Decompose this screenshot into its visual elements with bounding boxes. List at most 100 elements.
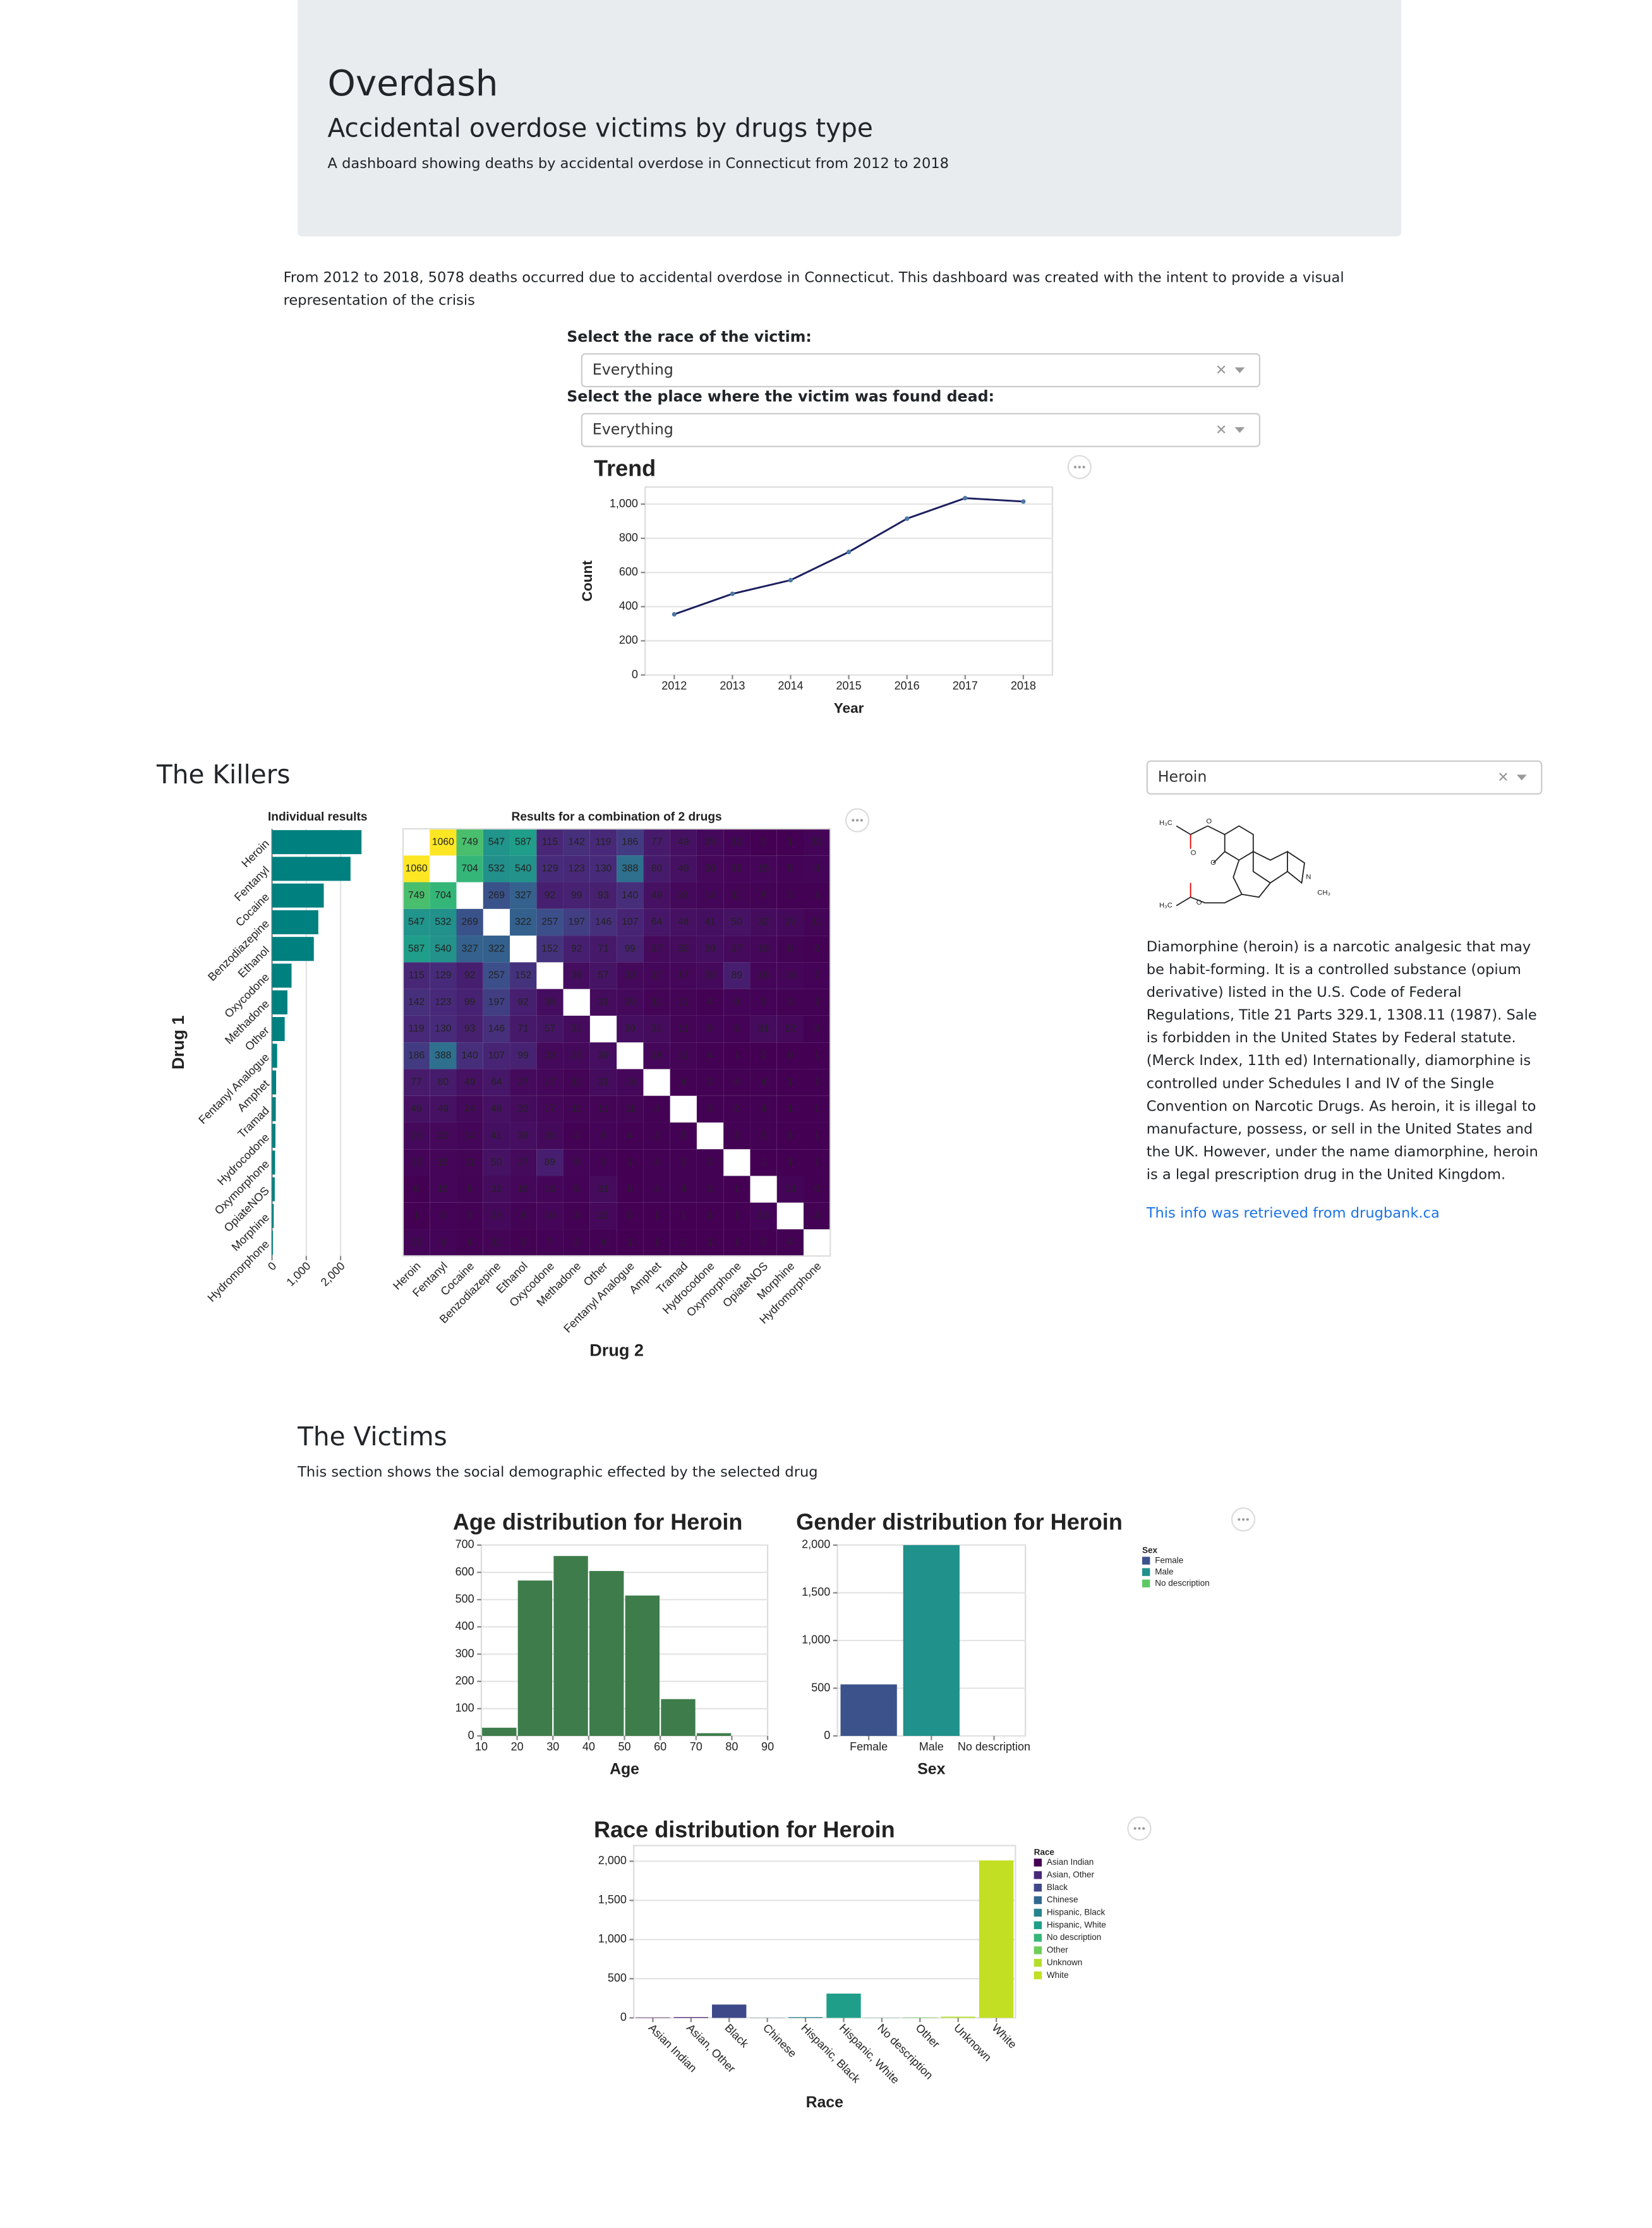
heat-cell — [750, 1042, 777, 1069]
cell-label: 0 — [627, 1184, 633, 1195]
legend-swatch — [1034, 1871, 1042, 1879]
y-tick-label: 100 — [455, 1702, 474, 1714]
cell-label: 197 — [569, 917, 585, 927]
cell-label: 71 — [598, 943, 609, 954]
y-tick-label: 0 — [632, 668, 638, 680]
heat-cell — [643, 829, 670, 856]
heat-cell — [750, 1149, 777, 1176]
cell-label: 130 — [595, 864, 612, 874]
cell-label: 3 — [680, 1130, 686, 1141]
cell-label: 41 — [704, 917, 716, 927]
bar — [903, 1545, 960, 1737]
x-tick-label: 2017 — [953, 679, 978, 692]
heat-cell — [670, 1149, 697, 1176]
trend-point — [1021, 499, 1026, 504]
cell-label: 0 — [761, 1237, 766, 1248]
heat-cell — [643, 1229, 670, 1256]
page-subtitle: Accidental overdose victims by drugs typ… — [327, 114, 873, 144]
heat-cell — [670, 1202, 697, 1230]
heat-cell — [430, 1122, 457, 1150]
cell-label: 540 — [515, 864, 532, 874]
cell-label: 15 — [438, 1184, 449, 1195]
cell-label: 322 — [488, 943, 505, 954]
chart-title: Gender distribution for Heroin — [796, 1509, 1123, 1535]
heat-cell — [589, 1095, 617, 1123]
cell-label: 257 — [541, 917, 558, 927]
action-button[interactable] — [1067, 455, 1092, 479]
heat-cell — [563, 1229, 590, 1256]
cell-label: 1 — [814, 1077, 820, 1088]
heat-cell — [723, 1095, 751, 1123]
heat-cell — [803, 1015, 831, 1043]
heat-cell — [617, 1202, 644, 1230]
cell-label: 1 — [814, 1104, 820, 1114]
x-tick-label: Female — [850, 1740, 888, 1753]
action-button[interactable] — [1127, 1816, 1152, 1841]
cell-label: 1 — [680, 1237, 686, 1248]
page-description: A dashboard showing deaths by accidental… — [327, 156, 950, 172]
heat-cell — [670, 1176, 697, 1203]
heat-cell — [430, 1229, 457, 1256]
heat-cell — [617, 1015, 644, 1043]
action-button[interactable] — [1231, 1507, 1256, 1532]
cell-label: 0 — [761, 836, 766, 847]
bar — [788, 2017, 823, 2018]
x-axis-title: Age — [610, 1761, 639, 1778]
cell-label: 4 — [814, 1210, 820, 1221]
cell-label: 587 — [408, 943, 425, 954]
bar — [272, 1070, 277, 1095]
cell-label: 2 — [814, 997, 820, 1008]
y-tick-label: Heroin — [239, 837, 272, 870]
cell-label: 32 — [491, 1184, 502, 1195]
cell-label: 20 — [438, 1130, 449, 1141]
heat-cell — [483, 1229, 510, 1256]
heat-cell — [750, 882, 777, 909]
drugbank-link[interactable]: This info was retrieved from drugbank.ca — [1146, 1206, 1440, 1222]
cell-label: 123 — [435, 997, 452, 1008]
heat-cell — [643, 936, 670, 963]
x-tick-label: 10 — [475, 1740, 488, 1753]
heat-cell — [696, 882, 724, 909]
section-description: This section shows the social demographi… — [298, 1465, 818, 1481]
heat-cell — [670, 1122, 697, 1150]
cell-label: 0 — [814, 1184, 820, 1195]
heat-cell — [536, 882, 564, 909]
y-tick-label: 1,500 — [598, 1893, 627, 1906]
trend-point — [730, 591, 735, 596]
cell-label: 1 — [654, 1210, 660, 1221]
x-tick-label: 2012 — [661, 679, 687, 692]
action-button[interactable] — [845, 808, 870, 833]
cell-label: 27 — [517, 1157, 529, 1168]
drug-dropdown[interactable]: Heroin — [1146, 760, 1543, 795]
heat-cell — [776, 1069, 804, 1096]
place-dropdown[interactable]: Everything — [581, 412, 1261, 447]
cell-label: 25 — [624, 997, 636, 1008]
bar — [272, 1203, 274, 1228]
cell-label: 4 — [680, 1184, 686, 1195]
heat-cell — [456, 1229, 483, 1256]
heat-cell — [456, 855, 483, 882]
heat-cell — [563, 1122, 590, 1150]
page-title: Overdash — [327, 63, 498, 104]
heat-cell — [430, 908, 457, 936]
heat-cell — [510, 908, 537, 936]
cell-label: 23 — [624, 970, 636, 981]
heat-cell — [696, 936, 724, 963]
cell-label: 49 — [678, 864, 689, 874]
heat-cell — [696, 1149, 724, 1176]
cell-label: 25 — [704, 970, 716, 981]
y-tick-label: 600 — [619, 565, 638, 578]
heat-cell — [456, 829, 483, 856]
cell-label: 11 — [572, 1104, 582, 1114]
heat-cell — [776, 1122, 804, 1150]
y-tick-label: 500 — [608, 1972, 627, 1984]
race-dropdown[interactable]: Everything — [581, 353, 1261, 388]
heat-cell — [563, 855, 590, 882]
x-tick-label: 2014 — [778, 679, 803, 692]
heat-cell — [723, 1042, 751, 1069]
cell-label: 12 — [411, 1157, 422, 1168]
x-tick-label: 60 — [654, 1740, 666, 1753]
heat-cell — [430, 962, 457, 989]
cell-label: 749 — [461, 836, 478, 847]
heat-cell — [483, 829, 510, 856]
